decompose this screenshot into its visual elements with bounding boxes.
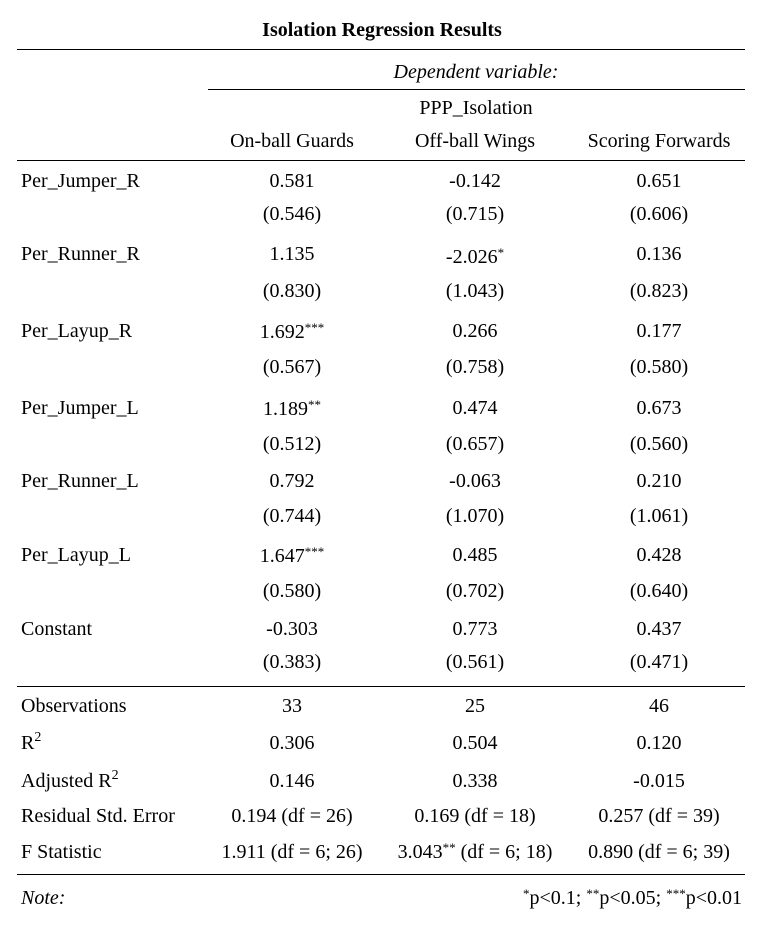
coefficient-cell: 0.266: [452, 320, 498, 342]
coefficient-cell: 0.485: [452, 544, 498, 566]
std-error-cell: (0.580): [629, 356, 689, 378]
coefficient-cell: 0.474: [452, 397, 498, 419]
coefficient-cell: 0.651: [636, 170, 682, 192]
stats-rule: [17, 686, 745, 687]
significance-stars: **: [442, 840, 456, 855]
stat-cell: 46: [649, 695, 669, 717]
significance-stars: **: [586, 886, 600, 901]
stat-cell: -0.015: [633, 770, 685, 792]
header-rule: [17, 160, 745, 161]
row-label: Per_Runner_L: [21, 470, 139, 492]
std-error-cell: (0.702): [445, 580, 505, 602]
column-header: Scoring Forwards: [587, 130, 731, 152]
std-error-cell: (0.657): [445, 433, 505, 455]
significance-stars: **: [308, 397, 321, 412]
coefficient-cell: 1.647***: [259, 544, 325, 567]
stat-cell: 25: [465, 695, 485, 717]
coefficient-cell: 0.136: [636, 243, 682, 265]
row-label: Per_Jumper_R: [21, 170, 140, 192]
coefficient-cell: 1.692***: [259, 320, 325, 343]
stat-cell: 0.169 (df = 18): [414, 805, 536, 827]
stat-label: F Statistic: [21, 841, 102, 863]
stat-label: Observations: [21, 695, 127, 717]
coefficient-cell: 1.135: [269, 243, 315, 265]
stat-label: Adjusted R2: [21, 768, 119, 792]
coefficient-cell: -2.026*: [445, 245, 505, 268]
coefficient-cell: 0.792: [269, 470, 315, 492]
dependent-variable-name: PPP_Isolation: [419, 97, 533, 119]
std-error-cell: (0.580): [262, 580, 322, 602]
coefficient-cell: -0.063: [449, 470, 501, 492]
std-error-cell: (0.512): [262, 433, 322, 455]
coefficient-cell: 0.428: [636, 544, 682, 566]
dependent-variable-rule: [208, 89, 745, 90]
stat-cell: 33: [282, 695, 302, 717]
std-error-cell: (0.606): [629, 203, 689, 225]
stat-cell: 0.338: [452, 770, 498, 792]
column-header: On-ball Guards: [230, 130, 354, 152]
stat-cell: 1.911 (df = 6; 26): [221, 841, 363, 863]
std-error-cell: (0.383): [262, 651, 322, 673]
std-error-cell: (1.043): [445, 280, 505, 302]
coefficient-cell: 0.177: [636, 320, 682, 342]
significance-stars: ***: [304, 320, 325, 335]
stat-cell: 0.890 (df = 6; 39): [588, 841, 730, 863]
coefficient-cell: -0.142: [449, 170, 501, 192]
row-label: Per_Layup_R: [21, 320, 133, 342]
stat-label: Residual Std. Error: [21, 805, 175, 827]
std-error-cell: (0.758): [445, 356, 505, 378]
std-error-cell: (0.471): [629, 651, 689, 673]
significance-stars: ***: [304, 544, 325, 559]
superscript: 2: [111, 768, 119, 783]
stat-cell: 0.120: [636, 732, 682, 754]
std-error-cell: (0.546): [262, 203, 322, 225]
significance-stars: *: [497, 245, 505, 260]
std-error-cell: (0.640): [629, 580, 689, 602]
column-header: Off-ball Wings: [414, 130, 536, 152]
table-title: Isolation Regression Results: [262, 19, 502, 41]
superscript: 2: [34, 730, 42, 745]
stat-cell: 0.306: [269, 732, 315, 754]
std-error-cell: (0.744): [262, 505, 322, 527]
top-rule: [17, 49, 745, 50]
note-text: *p<0.1; **p<0.05; ***p<0.01: [523, 886, 742, 909]
note-label: Note:: [21, 887, 66, 909]
row-label: Per_Jumper_L: [21, 397, 139, 419]
std-error-cell: (1.061): [629, 505, 689, 527]
coefficient-cell: 1.189**: [263, 397, 321, 420]
std-error-cell: (0.561): [445, 651, 505, 673]
coefficient-cell: 0.581: [269, 170, 315, 192]
coefficient-cell: 0.673: [636, 397, 682, 419]
stat-cell: 0.194 (df = 26): [231, 805, 353, 827]
stat-cell: 0.146: [269, 770, 315, 792]
bottom-rule: [17, 874, 745, 875]
row-label: Constant: [21, 618, 93, 640]
stat-label: R2: [21, 730, 42, 754]
dependent-variable-label: Dependent variable:: [393, 61, 559, 83]
stat-cell: 0.257 (df = 39): [598, 805, 720, 827]
coefficient-cell: 0.437: [636, 618, 682, 640]
significance-stars: ***: [666, 886, 686, 901]
stat-cell: 0.504: [452, 732, 498, 754]
coefficient-cell: 0.210: [636, 470, 682, 492]
coefficient-cell: 0.773: [452, 618, 498, 640]
row-label: Per_Layup_L: [21, 544, 131, 566]
std-error-cell: (0.823): [629, 280, 689, 302]
coefficient-cell: -0.303: [266, 618, 318, 640]
std-error-cell: (0.830): [262, 280, 322, 302]
std-error-cell: (1.070): [445, 505, 505, 527]
stat-cell: 3.043** (df = 6; 18): [397, 840, 553, 863]
std-error-cell: (0.560): [629, 433, 689, 455]
significance-stars: *: [523, 886, 530, 901]
row-label: Per_Runner_R: [21, 243, 140, 265]
std-error-cell: (0.715): [445, 203, 505, 225]
std-error-cell: (0.567): [262, 356, 322, 378]
